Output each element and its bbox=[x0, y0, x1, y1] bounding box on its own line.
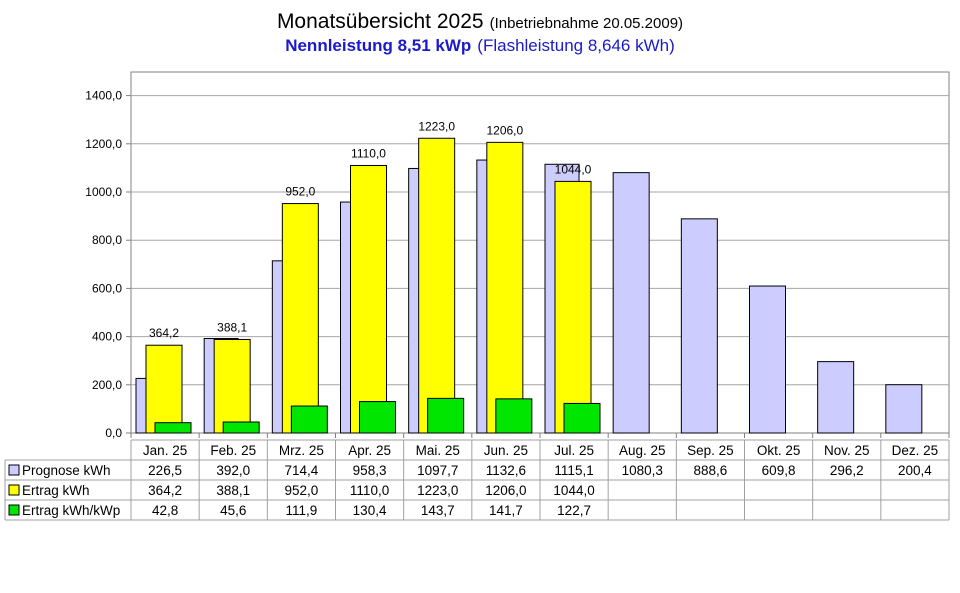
data-label-ertrag: 1110,0 bbox=[351, 146, 386, 160]
table-cell: 714,4 bbox=[285, 463, 319, 478]
table-cell: 888,6 bbox=[694, 463, 728, 478]
chart-subtitle: Nennleistung 8,51 kWp (Flashleistung 8,64… bbox=[0, 36, 960, 56]
legend-label: Ertrag kWh bbox=[22, 483, 90, 498]
bar-ertrag-spezifisch bbox=[154, 422, 192, 434]
table-cell: 122,7 bbox=[557, 503, 591, 518]
y-tick-label: 800,0 bbox=[92, 233, 122, 247]
plot-area: 0,0 200,0 400,0 600,0 800,0 1000,0 1200,0 1400,… bbox=[85, 71, 950, 440]
bar-ertrag bbox=[418, 137, 456, 434]
table-header-month: Sep. 25 bbox=[687, 443, 734, 458]
bar-ertrag-spezifisch bbox=[359, 401, 396, 434]
y-tick-label: 400,0 bbox=[92, 330, 122, 344]
table-cell: 1097,7 bbox=[417, 463, 458, 478]
y-tick-label: 600,0 bbox=[92, 281, 122, 295]
data-label-ertrag: 388,1 bbox=[217, 320, 247, 334]
bar-prognose bbox=[885, 384, 923, 434]
table-header-month: Dez. 25 bbox=[892, 443, 939, 458]
table-cell: 1044,0 bbox=[553, 483, 594, 498]
bar-prognose bbox=[749, 285, 786, 434]
bar-ertrag bbox=[486, 141, 524, 434]
legend-label: Ertrag kWh/kWp bbox=[22, 503, 120, 518]
table-header-month: Apr. 25 bbox=[348, 443, 391, 458]
legend-swatch bbox=[8, 464, 20, 476]
table-cell: 143,7 bbox=[421, 503, 455, 518]
table-header-month: Feb. 25 bbox=[210, 443, 256, 458]
table-cell: 1223,0 bbox=[417, 483, 458, 498]
chart-title-main: Monatsübersicht 2025 bbox=[276, 10, 484, 33]
legend-swatch bbox=[8, 484, 20, 496]
legend-swatch bbox=[8, 504, 20, 516]
table-header-month: Aug. 25 bbox=[619, 443, 666, 458]
bar-ertrag bbox=[281, 203, 319, 434]
table-cell: 364,2 bbox=[148, 483, 182, 498]
table-header-month: Okt. 25 bbox=[757, 443, 801, 458]
y-tick-label: 1000,0 bbox=[85, 185, 122, 199]
bar-ertrag bbox=[145, 344, 183, 434]
table-cell: 200,4 bbox=[898, 463, 932, 478]
y-tick-label: 0,0 bbox=[105, 426, 122, 440]
bar-ertrag-spezifisch bbox=[563, 402, 601, 434]
chart-subtitle-normal: (Flashleistung 8,646 kWh) bbox=[477, 36, 675, 55]
table-header-month: Mrz. 25 bbox=[279, 443, 324, 458]
chart-title-note: (Inbetriebnahme 20.05.2009) bbox=[489, 15, 684, 32]
table-cell: 130,4 bbox=[353, 503, 387, 518]
bar-ertrag bbox=[350, 164, 387, 434]
table-header-month: Jun. 25 bbox=[484, 443, 528, 458]
bar-ertrag-spezifisch bbox=[427, 397, 465, 434]
table-cell: 226,5 bbox=[148, 463, 182, 478]
table-cell: 296,2 bbox=[830, 463, 864, 478]
data-label-ertrag: 952,0 bbox=[285, 185, 315, 199]
table-header-month: Jan. 25 bbox=[143, 443, 187, 458]
table-cell: 45,6 bbox=[220, 503, 246, 518]
table-cell: 111,9 bbox=[286, 503, 318, 518]
table-cell: 1080,3 bbox=[622, 463, 663, 478]
data-label-ertrag: 1223,0 bbox=[418, 119, 455, 133]
table-cell: 952,0 bbox=[285, 483, 319, 498]
data-table: Jan. 25 Feb. 25 Mrz. 25 Apr. 25 Mai. 25 Jun. … bbox=[4, 439, 950, 521]
bar-prognose bbox=[680, 218, 718, 434]
data-label-ertrag: 364,2 bbox=[149, 326, 179, 340]
chart-title: Monatsübersicht 2025 (Inbetriebnahme 20.0… bbox=[0, 10, 960, 34]
table-cell: 42,8 bbox=[152, 503, 178, 518]
data-label-ertrag: 1206,0 bbox=[486, 123, 523, 137]
bar-ertrag-spezifisch bbox=[290, 405, 328, 434]
data-label-ertrag: 1044,0 bbox=[555, 162, 592, 176]
table-header-month: Mai. 25 bbox=[416, 443, 460, 458]
table-cell: 609,8 bbox=[762, 463, 796, 478]
bar-ertrag bbox=[213, 338, 251, 434]
table-cell: 141,7 bbox=[489, 503, 523, 518]
bar-prognose bbox=[612, 172, 650, 434]
y-tick-label: 1400,0 bbox=[85, 89, 122, 103]
table-header-month: Jul. 25 bbox=[554, 443, 594, 458]
plot-frame bbox=[130, 71, 950, 434]
y-tick-label: 200,0 bbox=[92, 378, 122, 392]
table-header-month: Nov. 25 bbox=[824, 443, 870, 458]
table-cell: 392,0 bbox=[216, 463, 250, 478]
bar-prognose bbox=[817, 361, 855, 434]
bar-ertrag bbox=[554, 180, 592, 434]
table-cell: 1206,0 bbox=[485, 483, 526, 498]
y-tick-label: 1200,0 bbox=[85, 137, 122, 151]
table-cell: 1132,6 bbox=[486, 463, 526, 478]
table-cell: 1115,1 bbox=[554, 463, 593, 478]
chart-subtitle-bold: Nennleistung 8,51 kWp bbox=[285, 36, 472, 55]
table-cell: 958,3 bbox=[353, 463, 387, 478]
bar-ertrag-spezifisch bbox=[222, 421, 260, 434]
bar-ertrag-spezifisch bbox=[495, 398, 533, 434]
table-cell: 388,1 bbox=[216, 483, 250, 498]
table-cell: 1110,0 bbox=[350, 483, 389, 498]
legend-label: Prognose kWh bbox=[22, 463, 111, 478]
